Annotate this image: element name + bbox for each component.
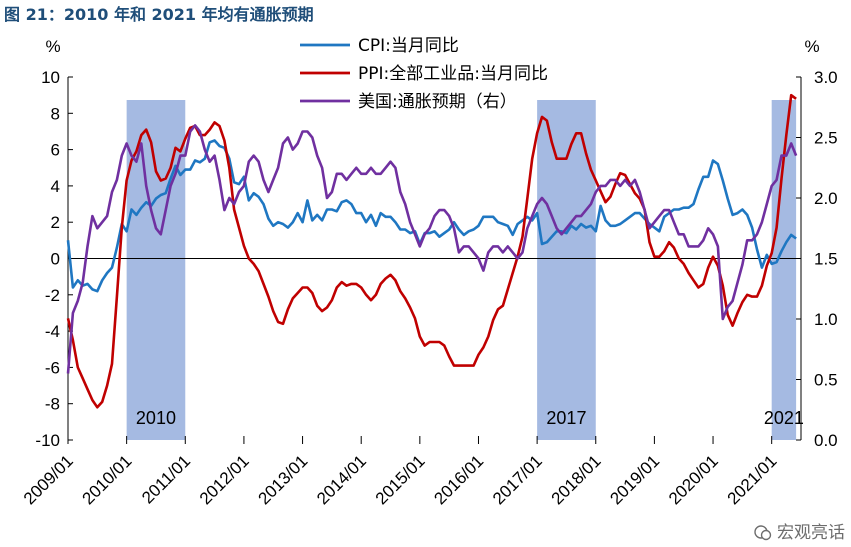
band-label: 2010 bbox=[136, 408, 176, 428]
right-tick-label: 2.5 bbox=[814, 129, 838, 148]
highlight-bands: 2010 2017 2021 bbox=[126, 100, 804, 440]
band-label: 2017 bbox=[546, 408, 586, 428]
watermark-text: 宏观亮话 bbox=[777, 523, 845, 543]
x-tick-label: 2013/01 bbox=[254, 451, 311, 508]
series-line bbox=[66, 139, 797, 293]
left-unit-label: % bbox=[45, 37, 60, 56]
x-tick-label: 2011/01 bbox=[138, 451, 194, 507]
right-tick-label: 0.0 bbox=[814, 431, 838, 450]
legend-label: PPI:全部工业品:当月同比 bbox=[358, 64, 548, 84]
highlight-band bbox=[537, 100, 596, 440]
legend-label: CPI:当月同比 bbox=[358, 36, 459, 56]
right-unit-label: % bbox=[804, 37, 819, 56]
x-tick-label: 2015/01 bbox=[372, 451, 429, 508]
series-line bbox=[66, 93, 797, 409]
x-tick-label: 2012/01 bbox=[196, 451, 253, 508]
right-tick-label: 2.0 bbox=[814, 189, 838, 208]
x-tick-label: 2021/01 bbox=[724, 451, 781, 508]
right-tick-label: 1.5 bbox=[814, 250, 838, 269]
x-tick-label: 2009/01 bbox=[20, 451, 77, 508]
left-tick-label: 6 bbox=[51, 141, 60, 160]
band-label: 2021 bbox=[764, 408, 804, 428]
x-tick-label: 2014/01 bbox=[313, 451, 370, 508]
watermark: 宏观亮话 bbox=[753, 518, 845, 543]
x-tick-label: 2017/01 bbox=[489, 451, 546, 508]
figure-title: 图 21：2010 年和 2021 年均有通胀预期 bbox=[4, 5, 314, 24]
left-tick-label: -4 bbox=[45, 322, 60, 341]
x-tick-label: 2010/01 bbox=[79, 451, 136, 508]
left-tick-label: -10 bbox=[35, 431, 60, 450]
right-tick-label: 1.0 bbox=[814, 310, 838, 329]
series-line bbox=[66, 124, 798, 374]
x-tick-label: 2019/01 bbox=[606, 451, 663, 508]
legend-label: 美国:通胀预期（右） bbox=[358, 92, 517, 112]
left-tick-label: -8 bbox=[45, 395, 60, 414]
x-tick-label: 2018/01 bbox=[548, 451, 605, 508]
right-tick-label: 0.5 bbox=[814, 371, 838, 390]
left-tick-label: -6 bbox=[45, 358, 60, 377]
right-tick-label: 3.0 bbox=[814, 68, 838, 87]
left-tick-label: 4 bbox=[51, 177, 60, 196]
left-tick-label: -2 bbox=[45, 286, 60, 305]
x-tick-label: 2016/01 bbox=[430, 451, 487, 508]
left-tick-label: 0 bbox=[51, 250, 60, 269]
left-tick-label: 10 bbox=[41, 68, 60, 87]
series-lines bbox=[66, 93, 798, 409]
left-tick-label: 8 bbox=[51, 104, 60, 123]
wechat-icon bbox=[753, 524, 772, 542]
left-tick-label: 2 bbox=[51, 213, 60, 232]
x-tick-label: 2020/01 bbox=[665, 451, 722, 508]
